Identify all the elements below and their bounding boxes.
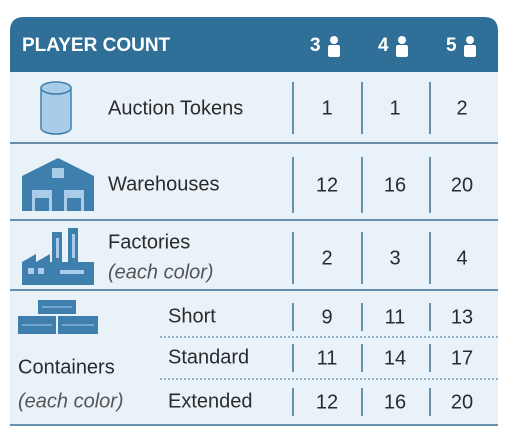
cell-value: 12 xyxy=(316,391,338,413)
cell-value: 1 xyxy=(389,97,400,119)
player-count: 5 xyxy=(446,35,457,56)
warehouse-icon xyxy=(22,158,94,211)
cell-value: 1 xyxy=(321,97,332,119)
cell-value: 16 xyxy=(384,391,406,413)
cell-value: 20 xyxy=(451,391,473,413)
cell-value: 9 xyxy=(321,306,332,328)
player-count: 4 xyxy=(378,35,389,56)
sub-row-label: Extended xyxy=(168,390,253,412)
header-title: PLAYER COUNT xyxy=(22,35,171,56)
cell-value: 2 xyxy=(321,247,332,269)
cell-value: 11 xyxy=(385,306,406,328)
cell-value: 13 xyxy=(451,306,473,328)
row-label: Containers xyxy=(18,356,115,378)
container-icon xyxy=(18,300,98,334)
cell-value: 11 xyxy=(317,347,338,369)
row-note: (each color) xyxy=(108,261,214,283)
cell-value: 2 xyxy=(456,97,467,119)
player-count: 3 xyxy=(310,35,321,56)
row-label: Auction Tokens xyxy=(108,97,243,119)
cell-value: 14 xyxy=(384,347,406,369)
cell-value: 12 xyxy=(316,174,338,196)
cell-value: 16 xyxy=(384,174,406,196)
row-label: Warehouses xyxy=(108,173,220,195)
cell-value: 20 xyxy=(451,174,473,196)
cell-value: 3 xyxy=(389,247,400,269)
player-icons xyxy=(328,36,476,57)
sub-row-label: Standard xyxy=(168,346,249,368)
sub-row-label: Short xyxy=(168,305,216,327)
row-label: Factories xyxy=(108,231,190,253)
auction-token-icon xyxy=(40,81,72,135)
cell-value: 4 xyxy=(456,247,467,269)
cell-value: 17 xyxy=(451,347,473,369)
row-note: (each color) xyxy=(18,390,124,412)
factory-icon xyxy=(22,228,94,285)
table-body xyxy=(10,72,498,425)
header-bar xyxy=(10,17,498,72)
